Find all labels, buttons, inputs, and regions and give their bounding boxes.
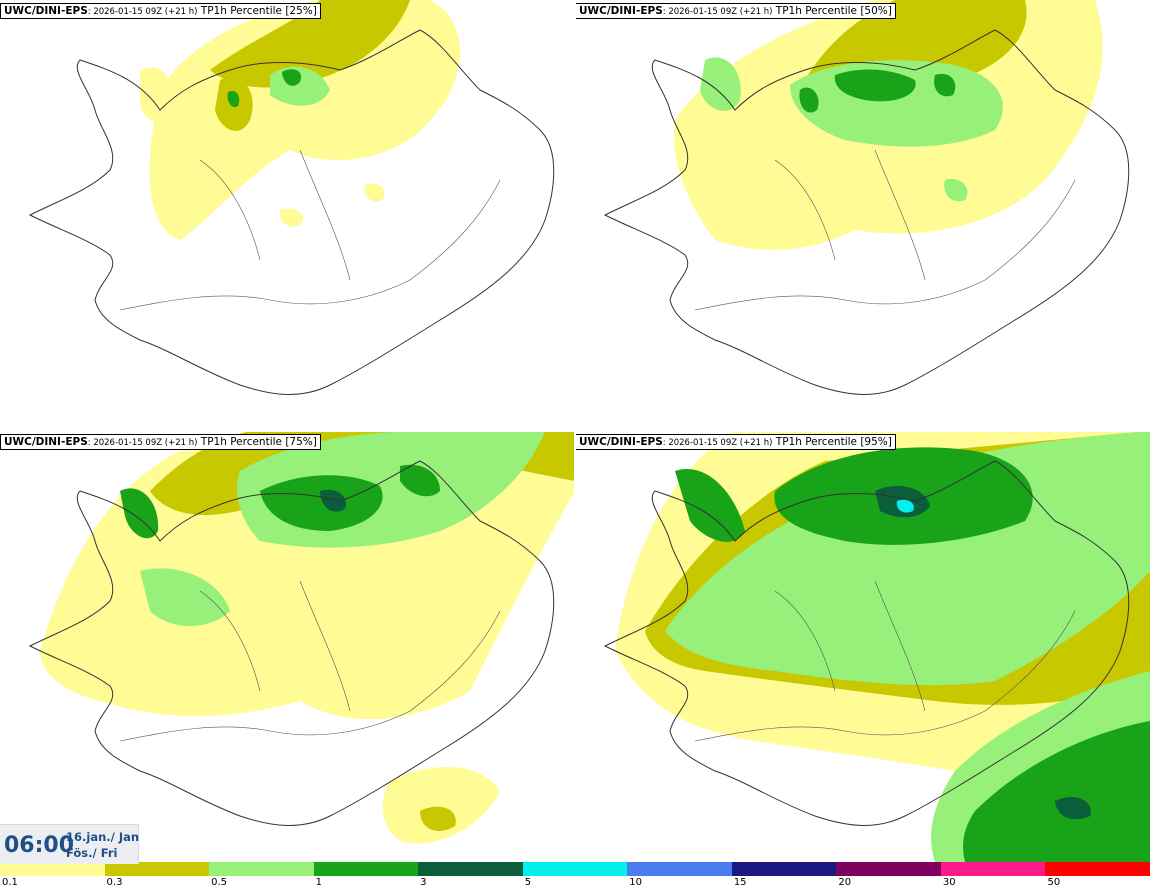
precip-yellow-patch [279, 208, 304, 227]
valid-time-box: 06:00 16.jan./ Jan Fös./ Fri [0, 824, 139, 864]
legend-swatch [418, 862, 523, 876]
panel-title: UWC/DINI-EPS: 2026-01-15 09Z (+21 h) TP1… [575, 434, 896, 450]
precip-map-p25 [28, 0, 555, 395]
road-network [119, 580, 501, 742]
map-panel-p25: UWC/DINI-EPS: 2026-01-15 09Z (+21 h) TP1… [0, 0, 575, 431]
precip-green-core [260, 475, 383, 531]
precip-map-p95 [603, 431, 1150, 862]
valid-time: 06:00 [4, 833, 75, 858]
precip-green-core [282, 69, 302, 86]
legend-swatch [1045, 862, 1150, 876]
road-network [119, 149, 501, 311]
precip-cyan-core [896, 499, 914, 513]
legend-swatch [731, 862, 837, 876]
road-network [694, 580, 1076, 742]
legend-tick-label: 10 [629, 877, 642, 888]
precip-green-core [934, 73, 956, 97]
legend-swatch [313, 862, 419, 876]
map-panel-p75: UWC/DINI-EPS: 2026-01-15 09Z (+21 h) TP1… [0, 431, 575, 862]
legend-tick-label: 1 [315, 877, 322, 888]
precip-lightgreen [944, 178, 968, 202]
precip-yellow-patch [382, 767, 500, 844]
precip-darkgreen-core [320, 489, 346, 512]
map-panel-p95: UWC/DINI-EPS: 2026-01-15 09Z (+21 h) TP1… [575, 431, 1150, 862]
precip-yellow-patch [140, 67, 173, 121]
panel-title: UWC/DINI-EPS: 2026-01-15 09Z (+21 h) TP1… [0, 434, 321, 450]
precip-green-core [400, 464, 440, 497]
precip-green-core [963, 721, 1150, 862]
valid-date-line2: Fös./ Fri [66, 846, 118, 860]
legend-swatch [940, 862, 1046, 876]
precip-olive-field [420, 806, 456, 831]
color-legend: 0.1 0.3 0.5 1 3 5 10 15 20 30 50 [0, 862, 1150, 891]
legend-swatch [0, 862, 105, 876]
precip-green-core [675, 469, 745, 542]
legend-swatch [836, 862, 941, 876]
valid-date-line1: 16.jan./ Jan [66, 830, 140, 844]
panel-divider-horizontal [0, 430, 1150, 432]
precip-green-core [799, 87, 819, 113]
precip-map-p50 [603, 0, 1130, 395]
legend-tick-label: 30 [942, 877, 956, 888]
legend-tick-label: 0.5 [211, 877, 227, 888]
legend-tick-label: 20 [838, 877, 852, 888]
legend-tick-label: 50 [1047, 877, 1061, 888]
precip-olive-field [210, 0, 410, 88]
legend-color-bar [0, 862, 1150, 876]
precip-yellow-patch [364, 183, 385, 202]
road-network [694, 149, 1076, 311]
legend-tick-label: 0.1 [2, 877, 18, 888]
precip-green-core [120, 488, 159, 539]
map-panel-p50: UWC/DINI-EPS: 2026-01-15 09Z (+21 h) TP1… [575, 0, 1150, 431]
precip-darkgreen-core [1055, 796, 1091, 820]
precip-lightgreen [140, 568, 230, 626]
legend-swatch [627, 862, 732, 876]
panel-title: UWC/DINI-EPS: 2026-01-15 09Z (+21 h) TP1… [575, 3, 896, 19]
iceland-coastline [28, 460, 555, 826]
iceland-coastline [603, 460, 1130, 826]
legend-swatch [104, 862, 210, 876]
precip-green-core [227, 90, 240, 108]
iceland-coastline [28, 29, 555, 395]
precip-lightgreen [700, 57, 741, 111]
iceland-coastline [603, 29, 1130, 395]
legend-tick-label: 3 [420, 877, 427, 888]
panel-title: UWC/DINI-EPS: 2026-01-15 09Z (+21 h) TP1… [0, 3, 321, 19]
precip-map-p75 [28, 431, 575, 844]
legend-swatch [522, 862, 628, 876]
precip-green-core [834, 69, 916, 102]
legend-tick-label: 15 [733, 877, 747, 888]
legend-tick-label: 5 [524, 877, 532, 888]
legend-tick-label: 0.3 [106, 877, 123, 888]
legend-swatch [209, 862, 314, 876]
